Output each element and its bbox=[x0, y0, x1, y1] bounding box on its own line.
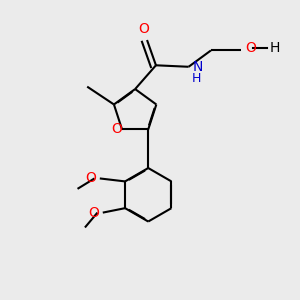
Text: H: H bbox=[270, 41, 280, 55]
Text: O: O bbox=[88, 206, 99, 220]
Text: H: H bbox=[192, 72, 202, 85]
Text: N: N bbox=[192, 60, 203, 74]
Text: O: O bbox=[139, 22, 149, 37]
Text: O: O bbox=[245, 41, 256, 55]
Text: O: O bbox=[85, 171, 96, 185]
Text: O: O bbox=[111, 122, 122, 136]
